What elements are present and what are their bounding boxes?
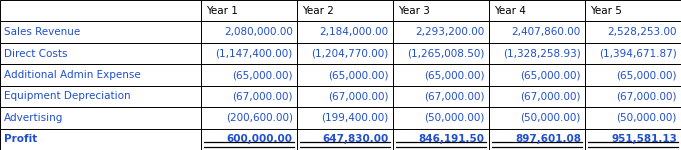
- Bar: [393, 0, 489, 21]
- Text: (67,000.00): (67,000.00): [520, 92, 581, 101]
- Text: 2,184,000.00: 2,184,000.00: [319, 27, 389, 37]
- Bar: [0, 129, 201, 150]
- Bar: [489, 0, 585, 21]
- Text: Additional Admin Expense: Additional Admin Expense: [4, 70, 141, 80]
- Bar: [489, 86, 585, 107]
- Text: (50,000.00): (50,000.00): [424, 113, 485, 123]
- Bar: [201, 64, 297, 86]
- Bar: [393, 21, 489, 43]
- Text: (1,328,258.93): (1,328,258.93): [503, 49, 581, 58]
- Text: 951,581.13: 951,581.13: [611, 134, 677, 144]
- Text: 846,191.50: 846,191.50: [419, 134, 485, 144]
- Bar: [585, 43, 681, 64]
- Text: Year 2: Year 2: [302, 6, 334, 16]
- Bar: [393, 129, 489, 150]
- Bar: [393, 107, 489, 129]
- Bar: [489, 21, 585, 43]
- Text: Equipment Depreciation: Equipment Depreciation: [4, 92, 131, 101]
- Bar: [297, 129, 393, 150]
- Text: (1,265,008.50): (1,265,008.50): [407, 49, 485, 58]
- Text: (1,204,770.00): (1,204,770.00): [312, 49, 389, 58]
- Bar: [297, 64, 393, 86]
- Text: Year 4: Year 4: [494, 6, 526, 16]
- Text: 2,407,860.00: 2,407,860.00: [511, 27, 581, 37]
- Bar: [585, 86, 681, 107]
- Text: Year 1: Year 1: [206, 6, 238, 16]
- Bar: [0, 64, 201, 86]
- Bar: [585, 21, 681, 43]
- Text: (65,000.00): (65,000.00): [616, 70, 677, 80]
- Bar: [585, 0, 681, 21]
- Bar: [393, 64, 489, 86]
- Text: (65,000.00): (65,000.00): [232, 70, 293, 80]
- Text: (65,000.00): (65,000.00): [424, 70, 485, 80]
- Text: (65,000.00): (65,000.00): [328, 70, 389, 80]
- Text: (200,600.00): (200,600.00): [226, 113, 293, 123]
- Text: Year 5: Year 5: [590, 6, 622, 16]
- Bar: [201, 43, 297, 64]
- Bar: [489, 129, 585, 150]
- Text: Direct Costs: Direct Costs: [4, 49, 67, 58]
- Text: Year 3: Year 3: [398, 6, 430, 16]
- Text: 2,080,000.00: 2,080,000.00: [224, 27, 293, 37]
- Text: Sales Revenue: Sales Revenue: [4, 27, 80, 37]
- Bar: [201, 129, 297, 150]
- Text: 647,830.00: 647,830.00: [323, 134, 389, 144]
- Text: 2,528,253.00: 2,528,253.00: [607, 27, 677, 37]
- Bar: [297, 86, 393, 107]
- Text: 2,293,200.00: 2,293,200.00: [415, 27, 485, 37]
- Bar: [201, 21, 297, 43]
- Text: (1,394,671.87): (1,394,671.87): [599, 49, 677, 58]
- Text: 897,601.08: 897,601.08: [515, 134, 581, 144]
- Bar: [393, 86, 489, 107]
- Bar: [201, 107, 297, 129]
- Bar: [489, 43, 585, 64]
- Text: 600,000.00: 600,000.00: [227, 134, 293, 144]
- Bar: [0, 21, 201, 43]
- Text: (50,000.00): (50,000.00): [520, 113, 581, 123]
- Bar: [297, 107, 393, 129]
- Text: Advertising: Advertising: [4, 113, 63, 123]
- Bar: [0, 107, 201, 129]
- Text: (1,147,400.00): (1,147,400.00): [216, 49, 293, 58]
- Bar: [585, 107, 681, 129]
- Bar: [489, 107, 585, 129]
- Bar: [0, 43, 201, 64]
- Bar: [297, 43, 393, 64]
- Text: (65,000.00): (65,000.00): [520, 70, 581, 80]
- Bar: [393, 43, 489, 64]
- Bar: [297, 21, 393, 43]
- Bar: [0, 86, 201, 107]
- Text: (67,000.00): (67,000.00): [424, 92, 485, 101]
- Text: (67,000.00): (67,000.00): [616, 92, 677, 101]
- Text: Profit: Profit: [4, 134, 37, 144]
- Bar: [297, 0, 393, 21]
- Text: (50,000.00): (50,000.00): [616, 113, 677, 123]
- Bar: [0, 0, 201, 21]
- Text: (67,000.00): (67,000.00): [232, 92, 293, 101]
- Bar: [585, 129, 681, 150]
- Bar: [201, 0, 297, 21]
- Text: (67,000.00): (67,000.00): [328, 92, 389, 101]
- Bar: [489, 64, 585, 86]
- Bar: [201, 86, 297, 107]
- Bar: [585, 64, 681, 86]
- Text: (199,400.00): (199,400.00): [321, 113, 389, 123]
